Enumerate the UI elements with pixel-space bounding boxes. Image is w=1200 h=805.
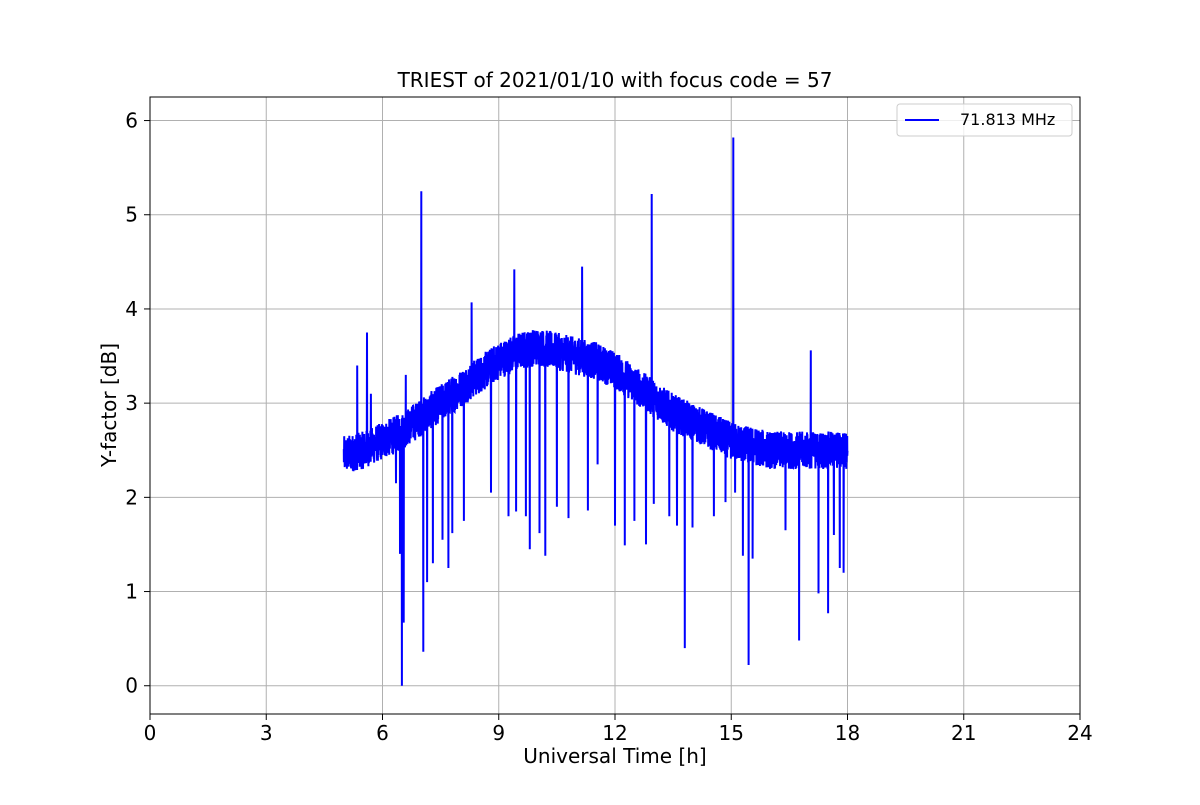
y-tick-label: 1 [125,580,138,604]
x-tick-label: 9 [492,721,505,745]
data-series [342,137,849,686]
x-tick-label: 0 [144,721,157,745]
x-tick-label: 15 [719,721,744,745]
y-tick-label: 4 [125,297,138,321]
x-tick-label: 6 [376,721,389,745]
y-tick-label: 5 [125,203,138,227]
x-axis-label: Universal Time [h] [523,744,706,768]
legend-box [896,103,1073,137]
chart-title: TRIEST of 2021/01/10 with focus code = 5… [397,68,833,92]
y-axis-ticks: 0 1 2 3 4 5 6 [125,109,150,698]
x-tick-label: 24 [1067,721,1092,745]
x-tick-label: 3 [260,721,273,745]
y-tick-label: 3 [125,391,138,415]
x-tick-label: 18 [835,721,860,745]
x-axis-ticks: 0 3 6 9 12 15 18 21 24 [144,714,1093,745]
y-axis-label: Y-factor [dB] [97,343,121,468]
legend: 71.813 MHz [896,103,1073,137]
y-tick-label: 2 [125,485,138,509]
x-tick-label: 21 [951,721,976,745]
x-tick-label: 12 [602,721,627,745]
legend-label: 71.813 MHz [960,110,1055,129]
series-line-71813mhz [342,137,849,686]
y-tick-label: 0 [125,674,138,698]
y-tick-label: 6 [125,109,138,133]
